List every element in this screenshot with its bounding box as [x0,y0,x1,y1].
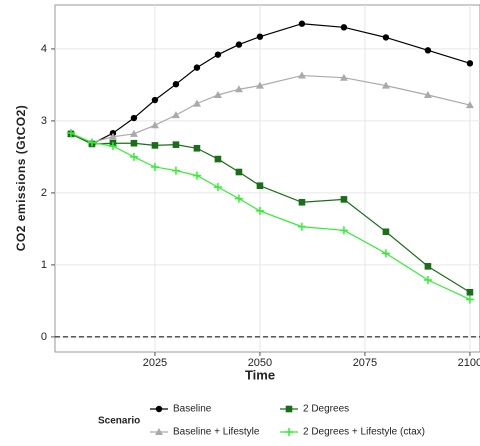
marker [424,263,432,270]
marker [298,198,306,206]
marker [129,129,138,137]
marker [255,206,264,215]
legend-label: 2 Degrees + Lifestyle (ctax) [303,427,425,438]
marker [193,144,201,152]
marker [87,138,96,147]
x-tick-label: 2100 [458,357,480,369]
marker [213,90,222,98]
marker [213,183,222,192]
marker [382,228,390,236]
marker [256,182,264,189]
marker [155,428,163,435]
y-tick-label: 0 [41,331,47,343]
y-tick-label: 4 [41,43,47,55]
marker [339,73,348,81]
marker [285,428,293,436]
marker [235,41,243,48]
marker [340,196,348,203]
marker [108,132,117,140]
y-tick-label: 1 [41,259,47,271]
marker [466,60,474,67]
marker [465,295,474,304]
marker [339,226,348,235]
legend-label: Baseline + Lifestyle [173,427,260,438]
marker [466,288,474,296]
marker [172,80,180,88]
marker [381,249,390,258]
marker [465,101,474,109]
marker [423,276,432,285]
y-axis-label: CO2 emissions (GtCO2) [14,105,28,252]
marker [214,155,222,163]
x-tick-label: 2025 [143,357,167,369]
marker [172,141,180,148]
marker [381,81,390,89]
x-axis-label: Time [245,367,275,382]
y-tick-label: 3 [41,115,47,127]
marker [423,90,432,98]
legend-label: 2 Degrees [303,404,349,415]
marker [297,71,306,79]
y-tick-label: 2 [41,187,47,199]
marker [155,405,163,413]
plot-area [54,4,480,353]
marker [214,51,222,58]
marker [255,81,264,89]
marker [424,47,432,54]
marker [340,24,348,31]
marker [151,142,159,149]
marker [108,142,117,151]
marker [129,152,138,161]
legend-label: Baseline [173,404,212,415]
marker [130,114,138,122]
marker [150,162,159,171]
marker [382,34,390,41]
marker [297,222,306,231]
marker [192,99,201,107]
marker [235,168,243,176]
marker [234,85,243,93]
marker [192,171,201,180]
marker [193,64,201,71]
x-tick-label: 2050 [248,357,272,369]
x-tick-label: 2075 [353,357,377,369]
marker [298,20,306,27]
marker [150,121,159,129]
marker [171,111,180,119]
legend-title: Scenario [98,416,140,427]
marker [285,405,293,413]
marker [256,33,264,40]
marker [151,96,159,104]
marker [171,166,180,175]
marker [130,139,138,147]
marker [66,129,75,138]
marker [234,194,243,203]
